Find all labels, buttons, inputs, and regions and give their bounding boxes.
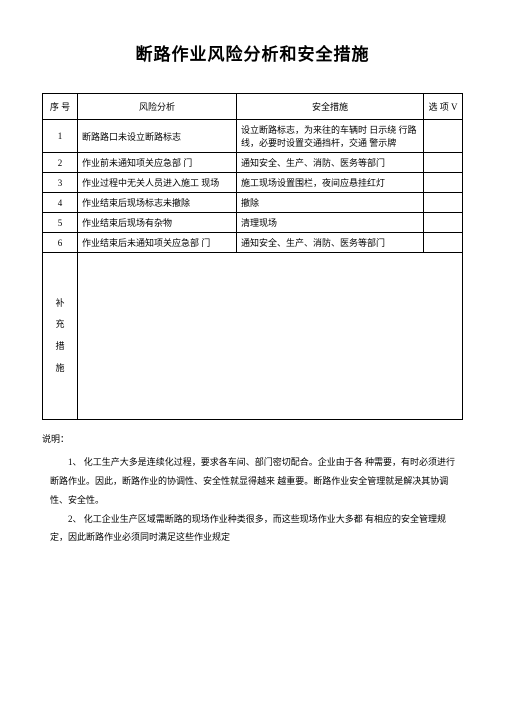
notes-section: 说明： 1、 化工生产大多是连续化过程，要求各车间、部门密切配合。企业由于各 种… bbox=[42, 430, 463, 547]
row-risk: 作业结束后现场标志未撤除 bbox=[78, 193, 237, 213]
document-page: 断路作业风险分析和安全措施 序 号 风险分析 安全措施 选 项 V 1 断路路口… bbox=[0, 0, 505, 714]
supplement-label: 补 充 措 施 bbox=[43, 253, 78, 420]
table-row: 1 断路路口未设立断路标志 设立断路标志，为来往的车辆时 日示绕 行路线，必要时… bbox=[43, 120, 463, 153]
note-item: 1、 化工生产大多是连续化过程，要求各车间、部门密切配合。企业由于各 种需要，有… bbox=[42, 453, 463, 510]
row-check bbox=[424, 213, 463, 233]
row-check bbox=[424, 153, 463, 173]
supplement-content bbox=[78, 253, 463, 420]
row-risk: 作业前未通知项关应急部 门 bbox=[78, 153, 237, 173]
table-header-row: 序 号 风险分析 安全措施 选 项 V bbox=[43, 94, 463, 120]
header-check: 选 项 V bbox=[424, 94, 463, 120]
row-risk: 断路路口未设立断路标志 bbox=[78, 120, 237, 153]
row-risk: 作业过程中无关人员进入施工 现场 bbox=[78, 173, 237, 193]
row-measure: 通知安全、生产、消防、医务等部门 bbox=[237, 153, 424, 173]
row-measure: 施工现场设置围栏，夜间应悬挂红灯 bbox=[237, 173, 424, 193]
row-measure: 通知安全、生产、消防、医务等部门 bbox=[237, 233, 424, 253]
risk-table: 序 号 风险分析 安全措施 选 项 V 1 断路路口未设立断路标志 设立断路标志… bbox=[42, 93, 463, 420]
row-check bbox=[424, 173, 463, 193]
header-risk: 风险分析 bbox=[78, 94, 237, 120]
header-measure: 安全措施 bbox=[237, 94, 424, 120]
page-title: 断路作业风险分析和安全措施 bbox=[42, 40, 463, 65]
row-check bbox=[424, 193, 463, 213]
row-num: 3 bbox=[43, 173, 78, 193]
notes-label: 说明： bbox=[42, 430, 463, 449]
table-row: 6 作业结束后未通知项关应急部 门 通知安全、生产、消防、医务等部门 bbox=[43, 233, 463, 253]
row-num: 1 bbox=[43, 120, 78, 153]
table-row: 5 作业结束后现场有杂物 清理现场 bbox=[43, 213, 463, 233]
note-item: 2、 化工企业生产区域需断路的现场作业种类很多，而这些现场作业大多都 有相应的安… bbox=[42, 510, 463, 548]
row-measure: 清理现场 bbox=[237, 213, 424, 233]
header-num: 序 号 bbox=[43, 94, 78, 120]
row-num: 6 bbox=[43, 233, 78, 253]
supplement-row: 补 充 措 施 bbox=[43, 253, 463, 420]
row-risk: 作业结束后现场有杂物 bbox=[78, 213, 237, 233]
row-check bbox=[424, 120, 463, 153]
row-risk: 作业结束后未通知项关应急部 门 bbox=[78, 233, 237, 253]
row-measure: 撤除 bbox=[237, 193, 424, 213]
row-num: 2 bbox=[43, 153, 78, 173]
row-measure: 设立断路标志，为来往的车辆时 日示绕 行路线，必要时设置交通挡杆，交通 警示牌 bbox=[237, 120, 424, 153]
table-row: 3 作业过程中无关人员进入施工 现场 施工现场设置围栏，夜间应悬挂红灯 bbox=[43, 173, 463, 193]
table-row: 2 作业前未通知项关应急部 门 通知安全、生产、消防、医务等部门 bbox=[43, 153, 463, 173]
row-num: 5 bbox=[43, 213, 78, 233]
row-num: 4 bbox=[43, 193, 78, 213]
row-check bbox=[424, 233, 463, 253]
table-row: 4 作业结束后现场标志未撤除 撤除 bbox=[43, 193, 463, 213]
